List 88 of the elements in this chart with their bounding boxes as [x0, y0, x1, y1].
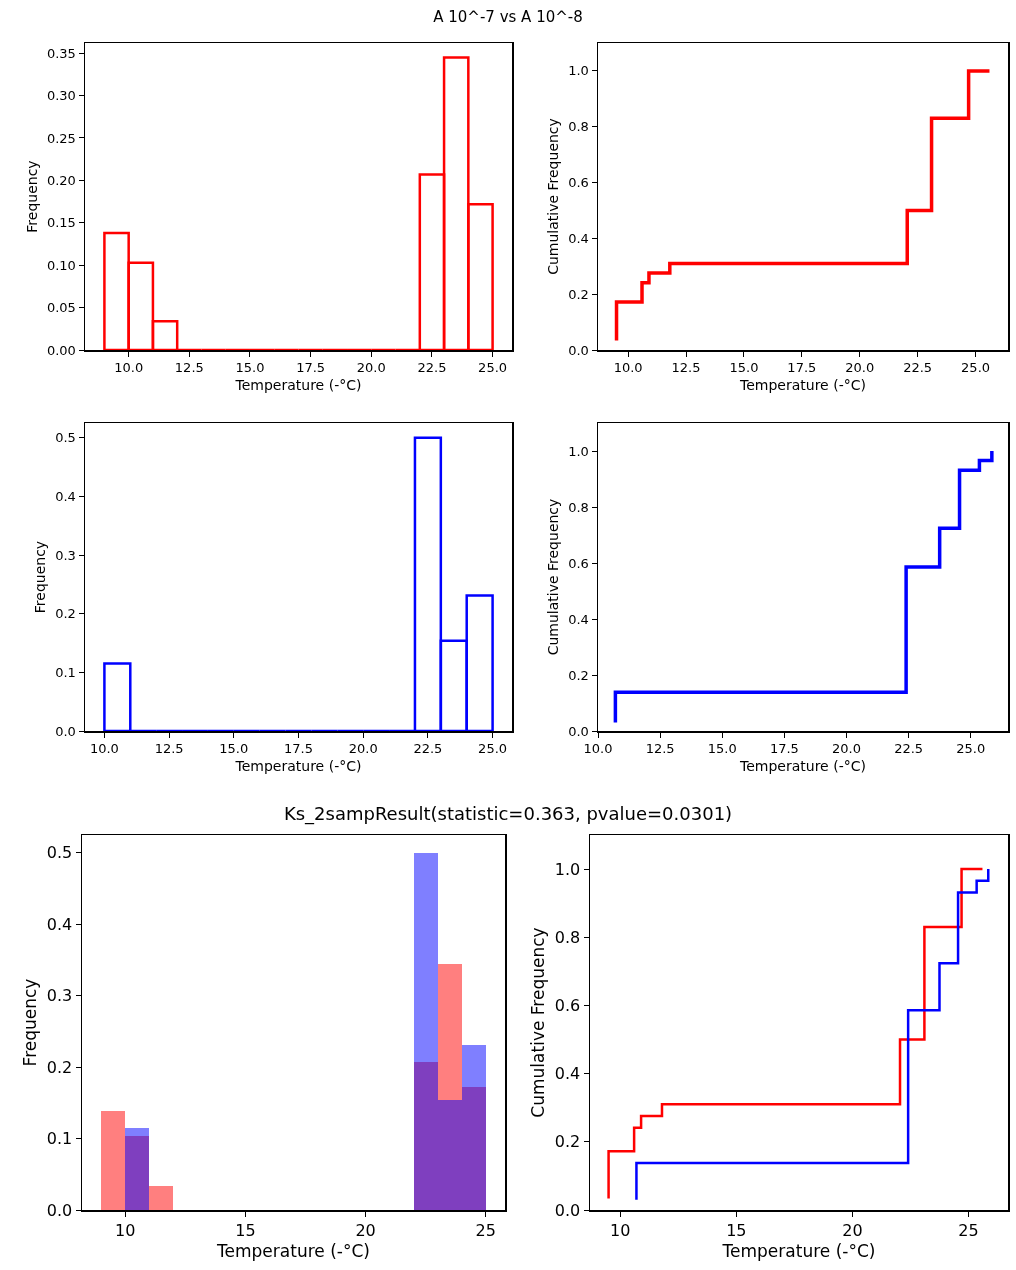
x-tick-label: 15.0: [235, 360, 265, 376]
x-tick-label: 20.0: [832, 741, 861, 757]
x-tick-label: 25: [958, 1220, 979, 1240]
y-tick-label: 0.0: [554, 1200, 581, 1220]
y-tick-label: 0.2: [46, 1057, 73, 1077]
x-tick-label: 17.5: [296, 360, 326, 376]
y-axis-title: Frequency: [32, 540, 49, 614]
y-tick-label: 0.30: [46, 88, 76, 104]
x-axis-title: Temperature (-°C): [721, 1240, 876, 1261]
chart-title: Ks_2sampResult(statistic=0.363, pvalue=0.0301): [282, 803, 734, 824]
y-tick-label: 0.2: [554, 1132, 581, 1152]
y-tick-label: 0.2: [568, 667, 589, 683]
x-tick-label: 15.0: [729, 360, 759, 376]
x-tick-label: 25.0: [956, 741, 986, 757]
x-tick-label: 25.0: [961, 360, 991, 376]
x-axis-title: Temperature (-°C): [234, 377, 362, 394]
y-tick-label: 0.25: [46, 130, 76, 146]
y-tick-label: 0.15: [46, 215, 76, 231]
y-tick-label: 0.2: [55, 606, 76, 622]
y-tick-label: 0.8: [568, 499, 589, 515]
x-tick-label: 20: [355, 1220, 376, 1240]
x-tick-label: 15.0: [219, 741, 249, 757]
y-tick-label: 0.4: [55, 488, 76, 504]
y-tick-label: 1.0: [568, 443, 589, 459]
y-tick-label: 1.0: [554, 859, 581, 879]
y-tick-label: 0.5: [55, 430, 76, 446]
x-tick-label: 12.5: [174, 360, 204, 376]
x-tick-label: 10: [610, 1220, 631, 1240]
y-tick-label: 0.20: [46, 172, 76, 188]
x-tick-label: 25: [475, 1220, 496, 1240]
y-tick-label: 0.1: [55, 664, 76, 680]
y-tick-label: 0.35: [46, 45, 76, 61]
y-axis-title: Frequency: [23, 160, 40, 233]
x-tick-label: 10.0: [114, 360, 144, 376]
x-tick-label: 17.5: [787, 360, 817, 376]
x-tick-label: 10.0: [583, 741, 613, 757]
x-axis-title: Temperature (-°C): [739, 377, 866, 394]
x-tick-label: 22.5: [413, 741, 443, 757]
x-axis-title: Temperature (-°C): [739, 758, 866, 775]
x-tick-label: 12.5: [154, 741, 184, 757]
y-tick-label: 0.0: [568, 723, 589, 739]
y-tick-label: 0.3: [55, 547, 76, 563]
y-tick-label: 0.5: [46, 843, 73, 863]
x-tick-label: 15: [726, 1220, 747, 1240]
y-tick-label: 0.3: [46, 986, 73, 1006]
y-tick-label: 0.00: [46, 342, 76, 358]
y-tick-label: 0.05: [46, 300, 76, 316]
x-tick-label: 20.0: [845, 360, 875, 376]
y-tick-label: 0.1: [46, 1129, 73, 1149]
x-tick-label: 12.5: [645, 741, 675, 757]
y-axis-title: Cumulative Frequency: [527, 927, 548, 1118]
x-tick-label: 12.5: [671, 360, 701, 376]
y-tick-label: 0.4: [46, 914, 73, 934]
y-tick-label: 0.4: [568, 230, 589, 246]
x-tick-label: 22.5: [417, 360, 447, 376]
x-tick-label: 10.0: [89, 741, 119, 757]
y-tick-label: 0.10: [46, 257, 76, 273]
y-axis-title: Frequency: [19, 978, 40, 1067]
y-tick-label: 0.8: [568, 119, 589, 135]
x-tick-label: 20.0: [348, 741, 378, 757]
x-tick-label: 15: [235, 1220, 256, 1240]
x-tick-label: 10: [115, 1220, 136, 1240]
x-tick-label: 25.0: [478, 360, 508, 376]
y-tick-label: 0.6: [568, 175, 589, 191]
y-tick-label: 0.4: [568, 611, 589, 627]
y-tick-label: 0.2: [568, 286, 589, 302]
y-tick-label: 0.6: [568, 555, 589, 571]
y-tick-label: 0.8: [554, 927, 581, 947]
y-tick-label: 0.0: [46, 1200, 73, 1220]
chart-title: A 10^-7 vs A 10^-8: [432, 8, 584, 26]
x-axis-title: Temperature (-°C): [234, 758, 362, 775]
y-axis-title: Cumulative Frequency: [545, 498, 562, 656]
x-tick-label: 20.0: [356, 360, 386, 376]
y-tick-label: 0.6: [554, 996, 581, 1016]
x-tick-label: 17.5: [769, 741, 799, 757]
y-tick-label: 1.0: [568, 63, 589, 79]
x-tick-label: 22.5: [903, 360, 933, 376]
y-tick-label: 0.4: [554, 1064, 581, 1084]
x-tick-label: 10.0: [613, 360, 643, 376]
y-tick-label: 0.0: [55, 723, 76, 739]
x-tick-label: 22.5: [894, 741, 924, 757]
y-axis-title: Cumulative Frequency: [545, 118, 562, 275]
y-tick-label: 0.0: [568, 342, 589, 358]
x-tick-label: 17.5: [284, 741, 313, 757]
x-tick-label: 25.0: [478, 741, 508, 757]
x-tick-label: 15.0: [707, 741, 737, 757]
x-axis-title: Temperature (-°C): [216, 1240, 370, 1261]
x-tick-label: 20: [842, 1220, 863, 1240]
